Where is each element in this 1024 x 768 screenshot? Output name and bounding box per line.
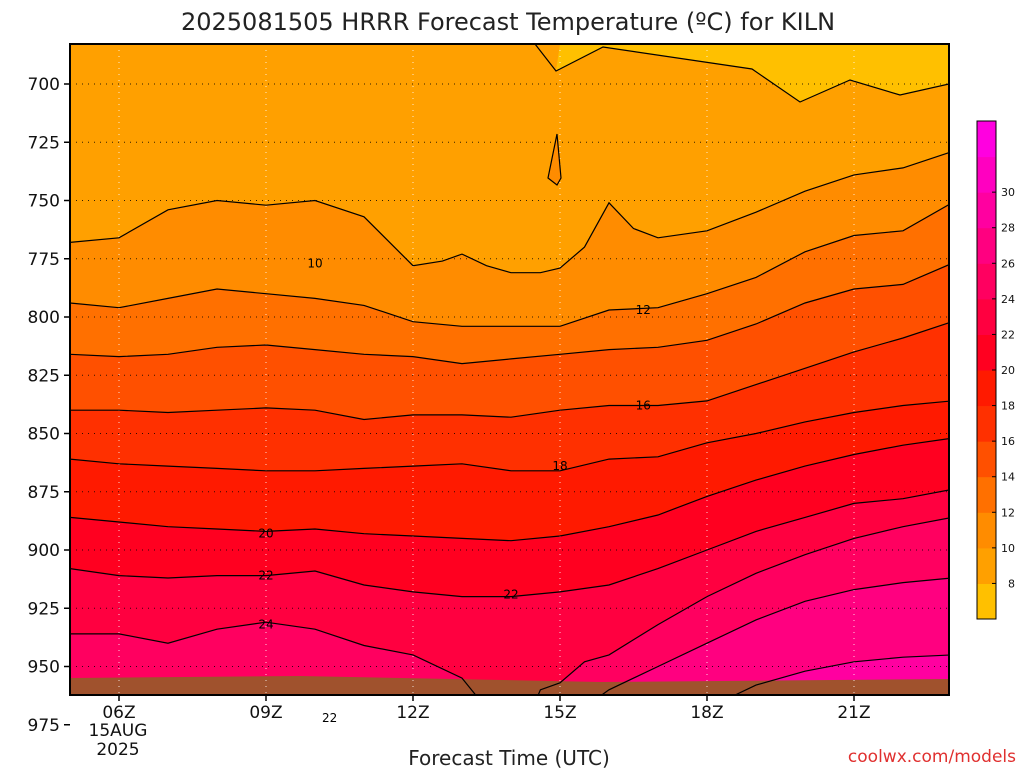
date-label-year: 2025 [96, 740, 139, 760]
colorbar-swatch [977, 298, 996, 335]
x-tick-label: 09Z [249, 703, 282, 723]
contour-label-10: 10 [307, 256, 322, 270]
colorbar-swatch [977, 441, 996, 478]
x-tick-label: 06Z [102, 703, 135, 723]
grid-layer [70, 44, 949, 695]
x-tick-label: 21Z [837, 703, 870, 723]
colorbar-swatch [977, 156, 996, 193]
colorbar-tick-label: 28 [1001, 222, 1015, 235]
x-tick-label: 18Z [690, 703, 723, 723]
colorbar-swatch [977, 227, 996, 264]
colorbar-tick-label: 16 [1001, 435, 1015, 448]
contour-line-16 [70, 322, 949, 421]
x-tick-label: 12Z [396, 703, 429, 723]
y-tick-label: 700 [28, 75, 60, 95]
colorbar-swatch [977, 583, 996, 620]
colorbar-swatch [977, 263, 996, 300]
temperature-fill-layer [70, 44, 949, 695]
contour-label-layer: 10 12 16 18 20 22 22 24 22 [258, 256, 651, 725]
contour-line-26 [600, 577, 949, 695]
colorbar-swatch [977, 192, 996, 229]
x-axis-title: Forecast Time (UTC) [408, 746, 610, 768]
contour-line-layer [70, 44, 949, 695]
contour-line-24b [537, 517, 949, 695]
colorbar-swatch [977, 547, 996, 584]
colorbar-tick-label: 8 [1008, 577, 1015, 590]
date-label-day: 15AUG [89, 721, 148, 741]
contour-line-10 [70, 151, 949, 274]
ground-layer [70, 676, 949, 695]
colorbar-tick-label: 20 [1001, 364, 1015, 377]
plot-frame [69, 43, 950, 696]
contour-label-22: 22 [322, 711, 337, 725]
y-tick-label: 775 [28, 250, 60, 270]
ground-fill [70, 676, 949, 695]
colorbar-tick-label: 26 [1001, 257, 1015, 270]
contour-loop-10 [547, 133, 562, 186]
y-tick-label: 900 [28, 541, 60, 561]
band-fill-cold-pocket [556, 44, 949, 102]
y-tick-label: 875 [28, 483, 60, 503]
y-axis: 700 725 750 775 800 825 850 875 900 925 950 975 [28, 75, 70, 736]
contour-line-20 [70, 438, 949, 542]
y-tick-label: 850 [28, 425, 60, 445]
colorbar: 8 10 12 14 16 18 20 22 24 26 28 30 [976, 120, 1015, 620]
colorbar-tick-label: 22 [1001, 328, 1015, 341]
colorbar-tick-label: 10 [1001, 542, 1015, 555]
credit-link[interactable]: coolwx.com/models [848, 747, 1016, 767]
x-tick-label: 15Z [543, 703, 576, 723]
y-tick-label: 925 [28, 599, 60, 619]
contour-label-18: 18 [552, 459, 567, 473]
contour-line-12 [70, 203, 949, 327]
colorbar-tick-label: 12 [1001, 506, 1015, 519]
y-tick-label: 750 [28, 192, 60, 212]
contour-line-18 [70, 400, 949, 472]
colorbar-swatch [977, 370, 996, 407]
x-axis: 06Z 09Z 12Z 15Z 18Z 21Z [102, 695, 871, 723]
colorbar-swatch [977, 121, 996, 158]
y-tick-label: 825 [28, 366, 60, 386]
colorbar-swatch [977, 512, 996, 549]
colorbar-tick-label: 14 [1001, 471, 1015, 484]
contour-label-20: 20 [258, 527, 273, 541]
chart-title: 2025081505 HRRR Forecast Temperature (ºC… [181, 8, 835, 36]
contour-label-16: 16 [636, 399, 651, 413]
colorbar-swatch [977, 334, 996, 371]
y-tick-label: 950 [28, 658, 60, 678]
contour-line-28 [733, 654, 949, 695]
y-tick-label: 975 [28, 716, 60, 736]
contour-line-22 [70, 489, 949, 598]
y-tick-label: 800 [28, 308, 60, 328]
contour-line-14 [70, 264, 949, 365]
contour-label-22: 22 [503, 587, 518, 601]
colorbar-tick-label: 30 [1001, 186, 1015, 199]
contour-line-24 [70, 621, 477, 695]
contour-label-24: 24 [258, 618, 273, 632]
colorbar-tick-label: 18 [1001, 400, 1015, 413]
contour-label-22: 22 [258, 569, 273, 583]
contour-line-8 [70, 44, 949, 103]
colorbar-swatch [977, 405, 996, 442]
colorbar-tick-label: 24 [1001, 293, 1015, 306]
colorbar-swatch [977, 476, 996, 513]
y-tick-label: 725 [28, 133, 60, 153]
contour-label-12: 12 [636, 303, 651, 317]
